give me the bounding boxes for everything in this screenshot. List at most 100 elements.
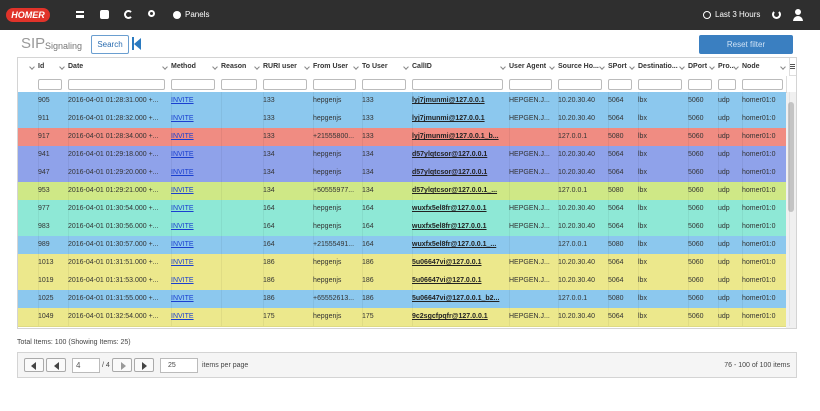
method-link[interactable]: INVITE: [168, 128, 222, 146]
table-row[interactable]: 1013 2016-04-01 01:31:51.000 +... INVITE 18…: [18, 254, 790, 273]
method-link[interactable]: INVITE: [168, 218, 222, 236]
reset-filter-button[interactable]: Reset filter: [699, 35, 793, 54]
method-link[interactable]: INVITE: [168, 146, 222, 164]
table-row[interactable]: 905 2016-04-01 01:28:31.000 +... INVITE 133…: [18, 92, 790, 111]
column-filter[interactable]: [605, 76, 636, 93]
column-filter[interactable]: [409, 76, 507, 93]
column-header[interactable]: To User: [359, 58, 413, 76]
callid-link[interactable]: wuxfx5el8fr@127.0.0.1: [409, 200, 510, 218]
method-link[interactable]: INVITE: [168, 236, 222, 254]
method-link[interactable]: INVITE: [168, 164, 222, 182]
row-checkbox[interactable]: [18, 236, 39, 254]
method-link[interactable]: INVITE: [168, 308, 222, 326]
method-link[interactable]: INVITE: [168, 92, 222, 110]
column-filter[interactable]: [35, 76, 66, 93]
brand[interactable]: HOMER: [6, 8, 50, 22]
column-header[interactable]: SPort: [605, 58, 639, 76]
column-filter[interactable]: [310, 76, 360, 93]
column-header[interactable]: Source Ho...: [555, 58, 609, 76]
row-checkbox[interactable]: [18, 146, 39, 164]
column-filter[interactable]: [555, 76, 606, 93]
column-header[interactable]: From User: [310, 58, 363, 76]
column-header[interactable]: RURI user: [260, 58, 314, 76]
table-row[interactable]: 953 2016-04-01 01:29:21.000 +... INVITE 134…: [18, 182, 790, 201]
callid-link[interactable]: wuxfx5el8fr@127.0.0.1_...: [409, 236, 510, 254]
table-row[interactable]: 947 2016-04-01 01:29:20.000 +... INVITE 134…: [18, 164, 790, 183]
column-filter[interactable]: [715, 76, 740, 93]
callid-link[interactable]: d57ylqtcsor@127.0.0.1_...: [409, 182, 510, 200]
method-link[interactable]: INVITE: [168, 290, 222, 308]
callid-link[interactable]: 9c2sgcfpqfr@127.0.0.1: [409, 308, 510, 326]
method-link[interactable]: INVITE: [168, 254, 222, 272]
callid-link[interactable]: d57ylqtcsor@127.0.0.1: [409, 146, 510, 164]
page-input[interactable]: 4: [72, 358, 100, 373]
user-icon[interactable]: [795, 9, 801, 15]
prev-page[interactable]: [46, 358, 66, 372]
callid-link[interactable]: lyj7jmunmi@127.0.0.1_b...: [409, 128, 510, 146]
row-checkbox[interactable]: [18, 110, 39, 128]
column-filter[interactable]: [359, 76, 410, 93]
callid-link[interactable]: 5u06647vi@127.0.0.1_b2...: [409, 290, 510, 308]
table-row[interactable]: 1019 2016-04-01 01:31:53.000 +... INVITE 18…: [18, 272, 790, 291]
row-checkbox[interactable]: [18, 92, 39, 110]
table-row[interactable]: 983 2016-04-01 01:30:56.000 +... INVITE 164…: [18, 218, 790, 237]
column-filter[interactable]: [635, 76, 686, 93]
column-filter[interactable]: [168, 76, 219, 93]
column-filter[interactable]: [739, 76, 787, 93]
panels-link[interactable]: Panels: [185, 10, 210, 19]
callid-link[interactable]: 5u06647vi@127.0.0.1: [409, 272, 510, 290]
table-row[interactable]: 977 2016-04-01 01:30:54.000 +... INVITE 164…: [18, 200, 790, 219]
row-checkbox[interactable]: [18, 182, 39, 200]
method-link[interactable]: INVITE: [168, 110, 222, 128]
table-row[interactable]: 917 2016-04-01 01:28:34.000 +... INVITE 133…: [18, 128, 790, 147]
callid-link[interactable]: d57ylqtcsor@127.0.0.1: [409, 164, 510, 182]
next-page[interactable]: [112, 358, 132, 372]
search-button[interactable]: Search: [91, 35, 129, 54]
method-link[interactable]: INVITE: [168, 200, 222, 218]
column-filter[interactable]: [65, 76, 169, 93]
add-icon[interactable]: [100, 10, 109, 19]
table-row[interactable]: 911 2016-04-01 01:28:32.000 +... INVITE 133…: [18, 110, 790, 129]
column-header[interactable]: Reason: [218, 58, 264, 76]
row-checkbox[interactable]: [18, 290, 39, 308]
last-page[interactable]: [134, 358, 154, 372]
page-size-select[interactable]: 25: [160, 358, 198, 373]
collapse-icon[interactable]: [132, 37, 134, 50]
column-header[interactable]: DPort: [685, 58, 719, 76]
refresh-icon[interactable]: [124, 10, 133, 19]
table-row[interactable]: 941 2016-04-01 01:29:18.000 +... INVITE 134…: [18, 146, 790, 165]
panels-icon[interactable]: [173, 11, 181, 19]
row-checkbox[interactable]: [18, 164, 39, 182]
callid-link[interactable]: 5u06647vi@127.0.0.1: [409, 254, 510, 272]
column-filter[interactable]: [260, 76, 311, 93]
column-header[interactable]: User Agent: [506, 58, 559, 76]
column-filter[interactable]: [685, 76, 716, 93]
scroll-thumb[interactable]: [788, 102, 794, 212]
first-page[interactable]: [24, 358, 44, 372]
reload-icon[interactable]: [772, 10, 781, 19]
row-checkbox[interactable]: [18, 254, 39, 272]
column-filter[interactable]: [506, 76, 556, 93]
method-link[interactable]: INVITE: [168, 182, 222, 200]
column-header[interactable]: CallID: [409, 58, 510, 76]
callid-link[interactable]: lyj7jmunmi@127.0.0.1: [409, 92, 510, 110]
scrollbar[interactable]: [786, 92, 796, 328]
row-checkbox[interactable]: [18, 218, 39, 236]
callid-link[interactable]: lyj7jmunmi@127.0.0.1: [409, 110, 510, 128]
method-link[interactable]: INVITE: [168, 272, 222, 290]
callid-link[interactable]: wuxfx5el8fr@127.0.0.1: [409, 218, 510, 236]
table-row[interactable]: 1049 2016-04-01 01:32:54.000 +... INVITE 17…: [18, 308, 790, 327]
table-row[interactable]: 1025 2016-04-01 01:31:55.000 +... INVITE 18…: [18, 290, 790, 309]
table-row[interactable]: 989 2016-04-01 01:30:57.000 +... INVITE 164…: [18, 236, 790, 255]
column-header[interactable]: Node: [739, 58, 790, 76]
search-icon[interactable]: [148, 10, 155, 17]
column-header[interactable]: Method: [168, 58, 222, 76]
row-checkbox[interactable]: [18, 128, 39, 146]
column-header[interactable]: Date: [65, 58, 172, 76]
column-header[interactable]: Destinatio...: [635, 58, 689, 76]
row-checkbox[interactable]: [18, 200, 39, 218]
row-checkbox[interactable]: [18, 308, 39, 326]
column-filter[interactable]: [218, 76, 261, 93]
grid-menu[interactable]: [786, 58, 796, 76]
time-range[interactable]: Last 3 Hours: [715, 10, 761, 19]
